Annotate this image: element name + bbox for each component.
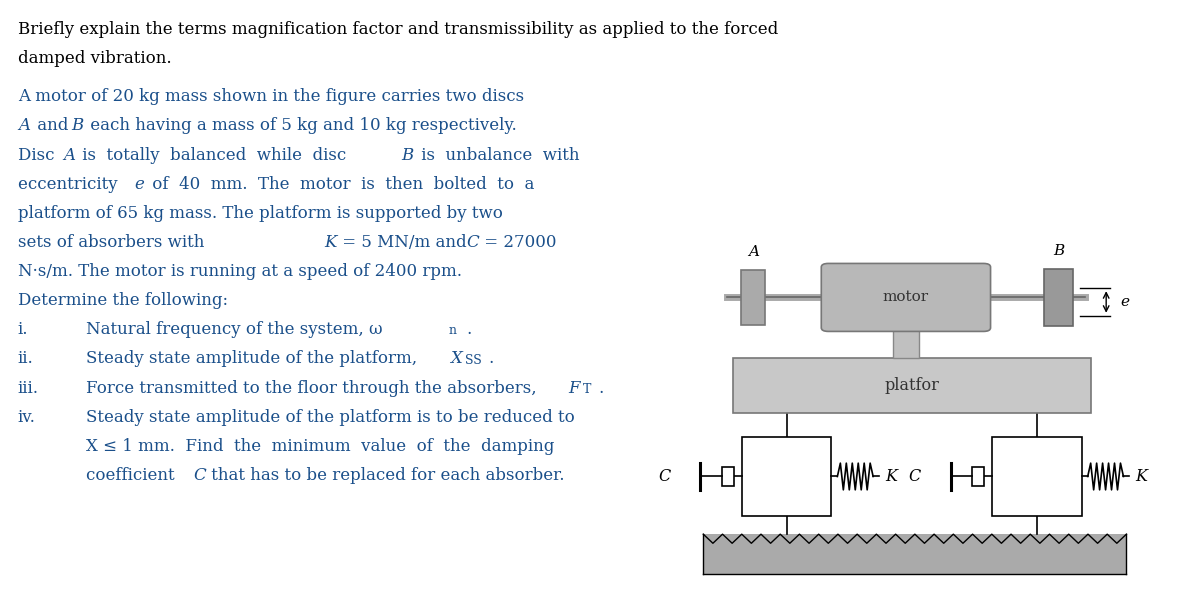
Text: and: and <box>31 117 73 134</box>
Text: Force transmitted to the floor through the absorbers,: Force transmitted to the floor through t… <box>86 379 541 396</box>
Text: C: C <box>193 467 206 484</box>
Text: e: e <box>135 175 144 192</box>
Text: K: K <box>884 468 898 485</box>
Text: .: . <box>598 379 603 396</box>
Text: = 27000: = 27000 <box>479 234 557 251</box>
Text: A: A <box>18 117 30 134</box>
Text: platform of 65 kg mass. The platform is supported by two: platform of 65 kg mass. The platform is … <box>18 205 503 222</box>
Bar <box>741 270 765 325</box>
Bar <box>721 467 733 486</box>
FancyBboxPatch shape <box>821 263 991 331</box>
Bar <box>703 534 1126 574</box>
Bar <box>971 467 983 486</box>
Text: sets of absorbers with: sets of absorbers with <box>18 234 204 251</box>
Text: damped vibration.: damped vibration. <box>18 50 172 67</box>
Text: Steady state amplitude of the platform,: Steady state amplitude of the platform, <box>86 350 422 367</box>
Text: iii.: iii. <box>18 379 39 396</box>
Text: A motor of 20 kg mass shown in the figure carries two discs: A motor of 20 kg mass shown in the figur… <box>18 88 524 105</box>
Text: e: e <box>1120 295 1130 309</box>
Text: Disc: Disc <box>18 146 60 163</box>
Text: n: n <box>448 324 457 337</box>
Bar <box>741 437 832 516</box>
Text: eccentricity: eccentricity <box>18 175 123 192</box>
Text: B: B <box>1053 243 1064 257</box>
Text: B: B <box>402 146 414 163</box>
Text: C: C <box>466 234 479 251</box>
Text: i.: i. <box>18 321 29 338</box>
Text: C: C <box>908 468 920 485</box>
Text: Briefly explain the terms magnification factor and transmissibility as applied t: Briefly explain the terms magnification … <box>18 21 778 38</box>
Text: F: F <box>569 379 581 396</box>
Text: Determine the following:: Determine the following: <box>18 292 228 309</box>
Text: .: . <box>466 321 471 338</box>
Text: coefficient: coefficient <box>86 467 180 484</box>
Text: is  unbalance  with: is unbalance with <box>416 146 579 163</box>
Text: that has to be replaced for each absorber.: that has to be replaced for each absorbe… <box>206 467 565 484</box>
Bar <box>733 358 1091 413</box>
Text: SS: SS <box>465 353 482 367</box>
Text: K: K <box>324 234 336 251</box>
Text: ii.: ii. <box>18 350 33 367</box>
Text: N·s/m. The motor is running at a speed of 2400 rpm.: N·s/m. The motor is running at a speed o… <box>18 263 461 280</box>
Text: T: T <box>583 382 591 396</box>
Bar <box>992 437 1082 516</box>
Text: of  40  mm.  The  motor  is  then  bolted  to  a: of 40 mm. The motor is then bolted to a <box>147 175 534 192</box>
Text: each having a mass of 5 kg and 10 kg respectively.: each having a mass of 5 kg and 10 kg res… <box>85 117 516 134</box>
Text: Natural frequency of the system, ω: Natural frequency of the system, ω <box>86 321 383 338</box>
Text: platfor: platfor <box>884 377 939 394</box>
Text: is  totally  balanced  while  disc: is totally balanced while disc <box>77 146 352 163</box>
Text: iv.: iv. <box>18 409 36 426</box>
Text: K: K <box>1136 468 1148 485</box>
Text: A: A <box>63 146 75 163</box>
Text: C: C <box>658 468 670 485</box>
Text: X ≤ 1 mm.  Find  the  minimum  value  of  the  damping: X ≤ 1 mm. Find the minimum value of the … <box>86 438 554 455</box>
Text: B: B <box>72 117 83 134</box>
Text: motor: motor <box>883 290 929 305</box>
Text: = 5 MN/m and: = 5 MN/m and <box>337 234 472 251</box>
Bar <box>893 328 919 358</box>
Bar <box>1044 268 1073 327</box>
Text: Steady state amplitude of the platform is to be reduced to: Steady state amplitude of the platform i… <box>86 409 575 426</box>
Text: .: . <box>489 350 493 367</box>
Text: X: X <box>451 350 462 367</box>
Text: A: A <box>747 245 759 259</box>
